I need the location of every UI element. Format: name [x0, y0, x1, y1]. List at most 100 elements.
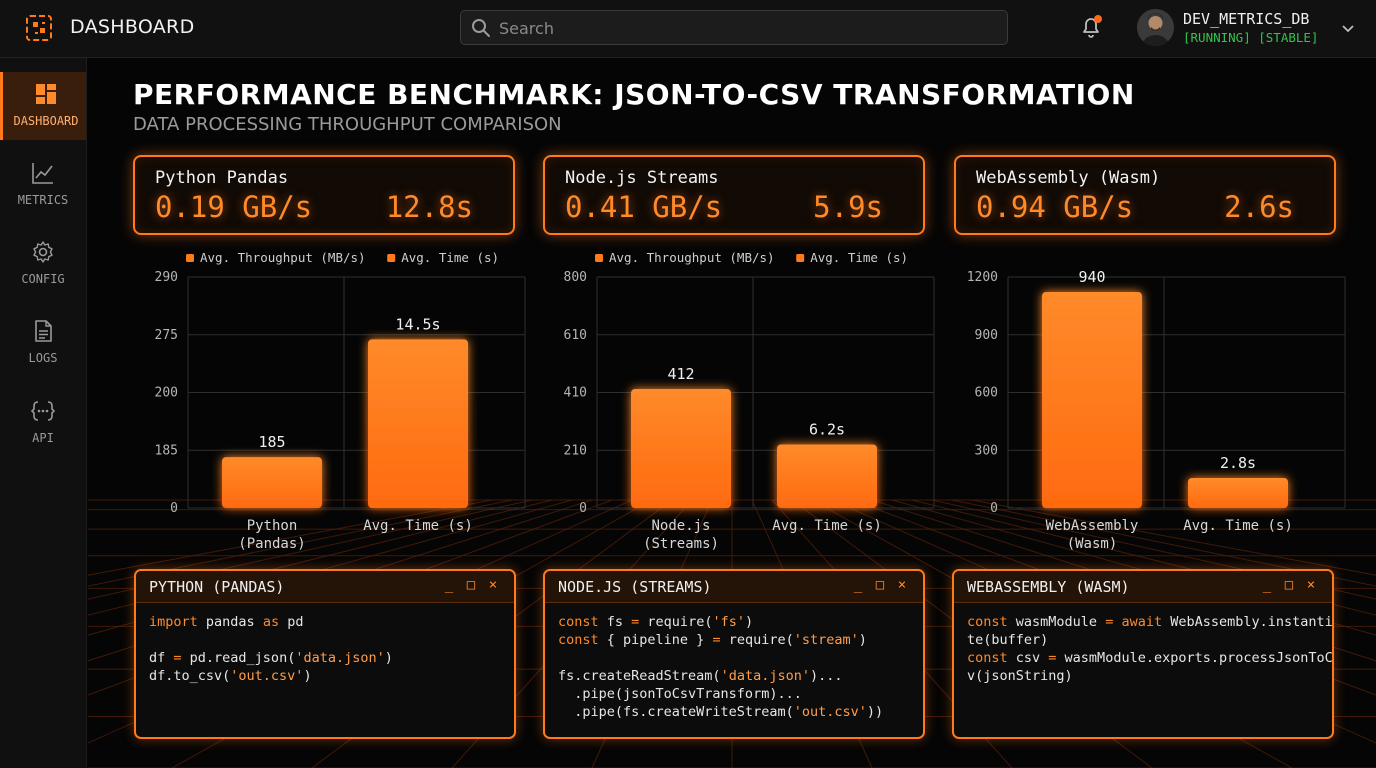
stat-throughput: 0.94 GB/s [976, 190, 1134, 224]
sidebar-item-label: METRICS [17, 193, 69, 207]
code-string: 'data.json' [295, 650, 385, 666]
bar[interactable] [1042, 292, 1142, 508]
y-tick-label: 185 [155, 443, 178, 458]
y-tick-label: 300 [975, 443, 998, 458]
y-tick-label: 0 [170, 501, 178, 516]
sidebar-item-logs[interactable]: LOGS [0, 309, 86, 377]
code-line: te(buffer) [967, 631, 1332, 649]
code-keyword: const [558, 614, 599, 630]
sidebar-item-metrics[interactable]: METRICS [0, 151, 86, 219]
minimize-button[interactable]: _ [1262, 577, 1272, 593]
category-label: (Streams) [643, 536, 719, 552]
category-label: (Wasm) [1067, 536, 1118, 552]
code-text: ) [858, 632, 867, 648]
stat-card-node: Node.js Streams 0.41 GB/s 5.9s [543, 155, 925, 235]
stat-time: 12.8s [385, 190, 473, 224]
code-window-node: NODE.JS (STREAMS) _ □ × const fs = requi… [543, 569, 925, 739]
data-label: 412 [667, 365, 694, 383]
grid-line [911, 499, 1376, 616]
y-tick-label: 610 [564, 328, 587, 343]
grid-line [88, 499, 533, 600]
stat-throughput: 0.41 GB/s [565, 190, 723, 224]
maximize-button[interactable]: □ [1284, 577, 1294, 593]
bar-chart: 0 300 600 900 1200 940 WebAssembly (Wasm) 2.8s Av… [967, 268, 1346, 552]
category-label: (Pandas) [238, 536, 305, 552]
metrics-icon [32, 163, 53, 184]
code-line: .pipe(jsonToCsvTransform)... [558, 685, 883, 703]
code-text: wasmModule.exports.processJsonToCs [1056, 650, 1334, 666]
minimize-button[interactable]: _ [853, 577, 863, 593]
bar[interactable] [631, 389, 731, 508]
code-text: pd [279, 614, 304, 630]
code-text: { pipeline } [598, 632, 713, 648]
code-text: ) [384, 650, 393, 666]
maximize-button[interactable]: □ [466, 577, 476, 593]
minimize-button[interactable]: _ [444, 577, 454, 593]
bar[interactable] [222, 457, 322, 508]
code-body: const fs = require('fs') const { pipeline… [558, 613, 883, 721]
code-text: df.to_csv( [149, 668, 231, 684]
gear-icon [33, 241, 53, 263]
y-tick-label: 1200 [967, 270, 998, 285]
close-button[interactable]: × [897, 577, 907, 593]
legend-swatch [595, 254, 603, 262]
sidebar-item-dashboard[interactable]: DASHBOARD [0, 72, 86, 140]
code-text: ) [744, 614, 754, 630]
sidebar-item-config[interactable]: CONFIG [0, 230, 86, 298]
sidebar-item-label: LOGS [28, 351, 58, 365]
code-line: const wasmModule = await WebAssembly.ins… [967, 613, 1332, 631]
y-tick-label: 210 [564, 443, 587, 458]
code-line: const csv = wasmModule.exports.processJs… [967, 649, 1334, 667]
dashboard-icon [36, 84, 56, 104]
category-label: Avg. Time (s) [772, 518, 882, 534]
code-window-header: NODE.JS (STREAMS) _ □ × [545, 571, 923, 603]
close-button[interactable]: × [488, 577, 498, 593]
code-keyword: as [262, 614, 280, 630]
data-label: 14.5s [395, 315, 440, 333]
category-label: Python [247, 518, 298, 534]
grid-line [951, 499, 1376, 587]
code-keyword: await [1121, 614, 1163, 630]
code-keyword: = [712, 632, 721, 648]
app-title: DASHBOARD [70, 16, 195, 38]
bar[interactable] [777, 444, 877, 508]
stat-time: 5.9s [813, 190, 883, 224]
bar[interactable] [1188, 477, 1288, 508]
stat-card-python: Python Pandas 0.19 GB/s 12.8s [133, 155, 515, 235]
code-keyword: import [149, 614, 198, 630]
bell-icon[interactable] [1078, 14, 1104, 40]
legend-entry: Avg. Time (s) [810, 250, 908, 265]
data-label: 6.2s [809, 420, 845, 438]
top-bar: DASHBOARD DEV_METRICS_DB [RUNNING] [STAB… [0, 0, 1376, 58]
y-tick-label: 200 [155, 386, 178, 401]
stat-throughput: 0.19 GB/s [155, 190, 313, 224]
bar[interactable] [368, 339, 468, 508]
search-input[interactable] [499, 15, 999, 41]
code-text: )... [809, 668, 843, 684]
user-status: [RUNNING] [STABLE] [1183, 30, 1319, 45]
search-box[interactable] [460, 10, 1008, 45]
logo-icon[interactable] [24, 13, 54, 43]
grid-line [88, 499, 513, 587]
code-keyword: const [558, 632, 599, 648]
stat-name: Python Pandas [155, 168, 289, 188]
user-avatar-icon [1137, 9, 1174, 46]
sidebar-item-api[interactable]: API [0, 389, 86, 457]
code-keyword: = [1048, 650, 1057, 666]
maximize-button[interactable]: □ [875, 577, 885, 593]
close-button[interactable]: × [1306, 577, 1316, 593]
grid-line [971, 499, 1376, 576]
code-window-title: WEBASSEMBLY (WASM) [967, 578, 1130, 596]
code-window-wasm: WEBASSEMBLY (WASM) _ □ × const wasmModul… [952, 569, 1334, 739]
chart-wasm: 0 300 600 900 1200 940 WebAssembly (Wasm) 2.8s Av… [960, 245, 1360, 565]
chevron-down-icon[interactable] [1340, 20, 1356, 36]
y-tick-label: 800 [564, 270, 587, 285]
code-window-title: PYTHON (PANDAS) [149, 578, 285, 596]
y-tick-label: 600 [975, 386, 998, 401]
sidebar: DASHBOARD METRICS CONFIG LOGS API [0, 58, 87, 768]
stat-name: Node.js Streams [565, 168, 719, 188]
legend-entry: Avg. Throughput (MB/s) [609, 250, 775, 265]
code-text: te(buffer) [967, 632, 1049, 648]
legend-swatch [186, 254, 194, 262]
avatar[interactable] [1137, 9, 1174, 46]
